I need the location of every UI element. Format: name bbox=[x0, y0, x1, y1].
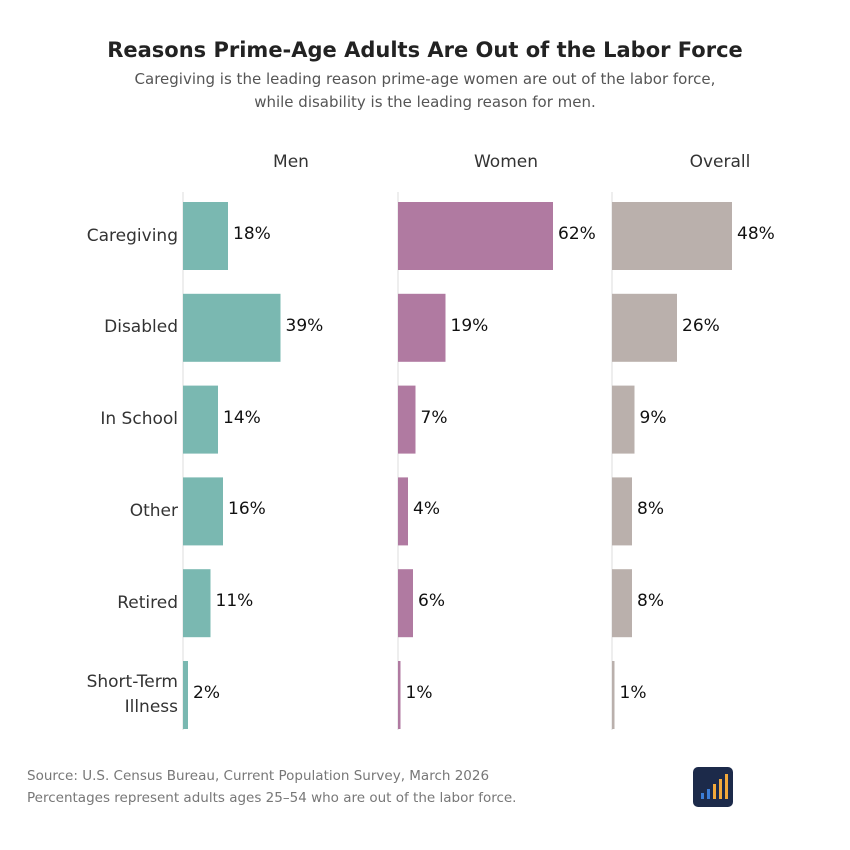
value-label: 1% bbox=[405, 683, 433, 703]
value-label: 16% bbox=[228, 499, 266, 520]
bar bbox=[183, 293, 281, 362]
bar bbox=[398, 293, 446, 362]
bar bbox=[612, 477, 632, 546]
bar bbox=[612, 661, 615, 729]
bar bbox=[183, 477, 223, 546]
category-label: In School bbox=[100, 409, 178, 430]
category-label: Retired bbox=[117, 592, 178, 613]
value-label: 39% bbox=[285, 315, 324, 336]
category-label: Short-Term Illness bbox=[86, 672, 178, 717]
value-label: 11% bbox=[215, 591, 254, 612]
value-label: 26% bbox=[682, 315, 720, 336]
value-label: 4% bbox=[413, 499, 440, 520]
value-label: 62% bbox=[558, 224, 596, 244]
bar bbox=[612, 385, 635, 454]
bar bbox=[183, 569, 211, 638]
bar bbox=[612, 569, 632, 638]
value-label: 6% bbox=[418, 591, 445, 612]
chart-subtitle: Caregiving is the leading reason prime-a… bbox=[134, 70, 716, 111]
footnote: Percentages represent adults ages 25–54 … bbox=[27, 790, 517, 806]
panel-header: Men bbox=[273, 152, 309, 172]
bar bbox=[398, 569, 413, 638]
bar bbox=[398, 385, 416, 454]
value-label: 8% bbox=[637, 499, 664, 520]
value-label: 19% bbox=[450, 315, 489, 336]
bar bbox=[398, 477, 408, 546]
value-label: 8% bbox=[637, 591, 664, 612]
value-label: 14% bbox=[223, 407, 261, 428]
category-label: Other bbox=[129, 500, 178, 521]
bar bbox=[612, 293, 677, 362]
chart-title: Reasons Prime-Age Adults Are Out of the … bbox=[107, 38, 743, 62]
value-label: 7% bbox=[420, 407, 448, 428]
value-label: 2% bbox=[193, 683, 220, 703]
value-label: 1% bbox=[619, 683, 647, 703]
bar bbox=[183, 385, 218, 454]
category-label: Caregiving bbox=[86, 225, 178, 246]
source-note: Source: U.S. Census Bureau, Current Popu… bbox=[27, 768, 490, 784]
value-label: 18% bbox=[233, 224, 271, 244]
panel-header: Overall bbox=[689, 152, 751, 172]
bar bbox=[183, 661, 188, 729]
value-label: 9% bbox=[639, 407, 667, 428]
bar bbox=[612, 202, 732, 270]
category-label: Disabled bbox=[104, 317, 178, 338]
bar bbox=[398, 202, 553, 270]
value-label: 48% bbox=[737, 224, 775, 244]
bar bbox=[183, 202, 228, 270]
bar bbox=[398, 661, 401, 729]
logo bbox=[693, 767, 733, 807]
panel-header: Women bbox=[473, 152, 538, 172]
